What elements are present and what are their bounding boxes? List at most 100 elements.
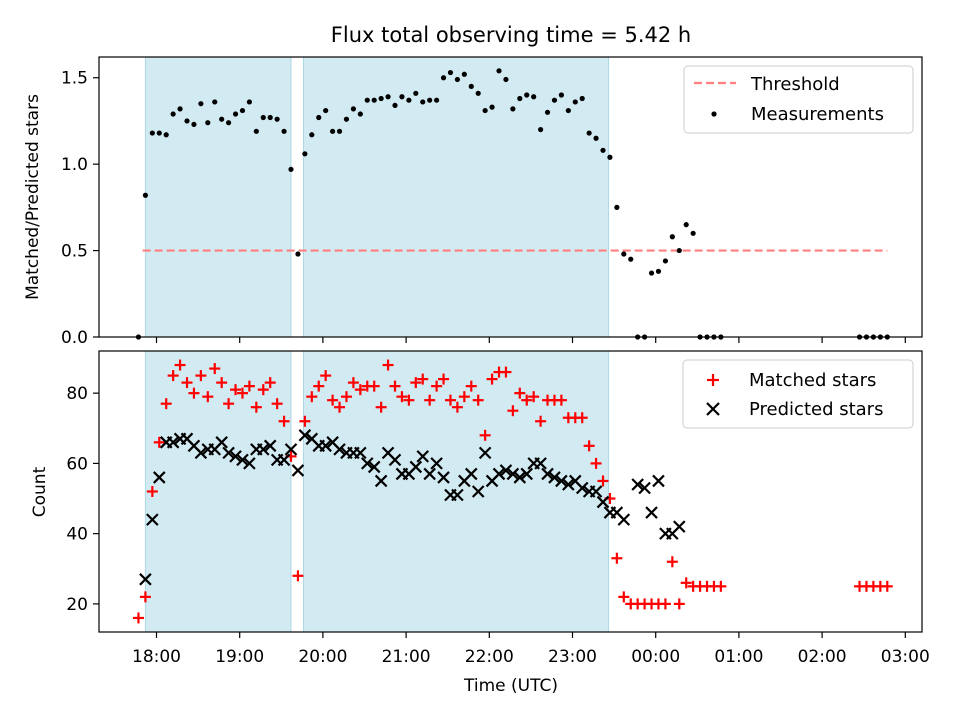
measurement-point xyxy=(690,230,696,236)
predicted-star-point xyxy=(471,485,485,498)
predicted-star-point xyxy=(166,436,180,449)
matched-star-point xyxy=(313,380,325,392)
predicted-star-point xyxy=(229,450,242,463)
matched-star-point xyxy=(299,415,311,427)
matched-star-point xyxy=(354,384,366,396)
matched-star-point xyxy=(327,394,339,406)
predicted-star-point xyxy=(506,467,520,481)
predicted-star-point xyxy=(360,457,374,470)
predicted-star-point xyxy=(416,450,430,463)
count-plot-frame xyxy=(98,350,923,633)
matched-star-point xyxy=(673,598,685,610)
matched-star-point xyxy=(216,377,228,389)
x-tick-label: 20:00 xyxy=(298,647,347,667)
measurement-point xyxy=(572,99,578,105)
measurement-point xyxy=(662,258,669,264)
measurement-point xyxy=(316,114,322,121)
matched-star-point xyxy=(486,373,498,385)
measurement-point xyxy=(579,95,585,102)
measurement-point xyxy=(260,114,266,121)
matched-star-point xyxy=(250,401,262,413)
matched-star-point xyxy=(514,387,526,399)
y-tick-label: 80 xyxy=(66,384,88,404)
matched-star-point xyxy=(576,412,588,424)
measurement-point xyxy=(655,268,662,274)
predicted-star-point xyxy=(589,485,603,498)
x-tick-label: 23:00 xyxy=(548,647,597,667)
measurement-point xyxy=(558,92,565,98)
time-x-axis: 18:00 19:00 20:00 21:00 22:00 23:00 00:00 01:00… xyxy=(132,632,930,667)
matched-star-point xyxy=(659,598,671,610)
measurement-point xyxy=(434,97,440,103)
matched-star-point xyxy=(410,377,422,389)
measurement-point xyxy=(669,234,675,240)
measurement-point xyxy=(565,107,571,114)
predicted-legend-label: Predicted stars xyxy=(749,399,883,420)
measurement-point xyxy=(614,204,620,210)
measurement-point xyxy=(399,94,405,100)
matched-star-point xyxy=(611,552,623,564)
measurement-point xyxy=(302,151,308,157)
ratio-legend: Threshold Measurements xyxy=(683,65,914,134)
predicted-star-point xyxy=(388,453,402,467)
matched-star-point xyxy=(292,570,304,582)
matched-star-point xyxy=(153,436,165,448)
predicted-star-point xyxy=(333,443,346,456)
matched-star-point xyxy=(188,387,200,399)
measurement-point xyxy=(544,109,551,115)
matched-star-point xyxy=(181,377,193,389)
measurement-point xyxy=(551,97,558,103)
matched-star-point xyxy=(535,415,547,427)
predicted-star-point xyxy=(354,446,367,460)
predicted-star-point xyxy=(298,429,312,442)
count-y-axis: 20 40 60 80 xyxy=(66,384,99,615)
y-tick-label: 60 xyxy=(66,454,88,474)
time-x-axis-label: Time (UTC) xyxy=(463,676,558,696)
predicted-star-point xyxy=(236,453,249,467)
predicted-star-point xyxy=(152,471,166,484)
matched-star-point xyxy=(555,394,567,406)
matched-star-point xyxy=(881,580,893,592)
ratio-plot-frame xyxy=(98,56,923,338)
matched-star-point xyxy=(680,577,692,589)
predicted-star-point xyxy=(478,446,492,460)
measurement-point xyxy=(461,71,467,77)
predicted-star-point xyxy=(492,467,506,481)
predicted-star-point xyxy=(423,467,436,481)
measurement-point xyxy=(475,90,481,96)
measurement-point xyxy=(371,97,377,103)
ratio-legend-box xyxy=(683,65,914,134)
measurements-legend-label: Measurements xyxy=(751,104,884,125)
measurement-point xyxy=(489,104,495,110)
measurement-point xyxy=(676,247,682,254)
predicted-star-point xyxy=(374,474,388,488)
measurement-point xyxy=(378,95,384,102)
matched-star-point xyxy=(146,486,158,497)
predicted-star-point xyxy=(596,495,610,509)
matched-star-point xyxy=(264,377,276,389)
measurement-point xyxy=(212,99,218,105)
measurement-point xyxy=(427,97,433,103)
matched-star-point xyxy=(417,373,429,385)
predicted-star-point xyxy=(284,443,298,456)
y-tick-label: 1.5 xyxy=(61,69,88,89)
matched-star-point xyxy=(202,391,214,403)
predicted-star-point xyxy=(409,460,423,474)
y-tick-label: 20 xyxy=(66,595,88,615)
measurements-legend-swatch xyxy=(711,111,717,117)
predicted-star-point xyxy=(222,446,235,460)
measurement-point xyxy=(600,147,606,153)
measurement-point xyxy=(468,83,474,89)
predicted-star-point xyxy=(437,471,450,484)
measurement-point xyxy=(621,251,627,257)
matched-star-point xyxy=(257,384,269,396)
measurement-point xyxy=(440,75,447,81)
observing-interval xyxy=(302,350,610,633)
measurement-point xyxy=(170,111,176,117)
chart-title: Flux total observing time = 5.42 h xyxy=(331,23,691,47)
matched-star-point xyxy=(597,475,609,487)
measurement-point xyxy=(239,107,246,114)
measurement-point xyxy=(524,92,530,98)
x-tick-label: 03:00 xyxy=(881,647,930,667)
predicted-star-point xyxy=(291,464,305,477)
